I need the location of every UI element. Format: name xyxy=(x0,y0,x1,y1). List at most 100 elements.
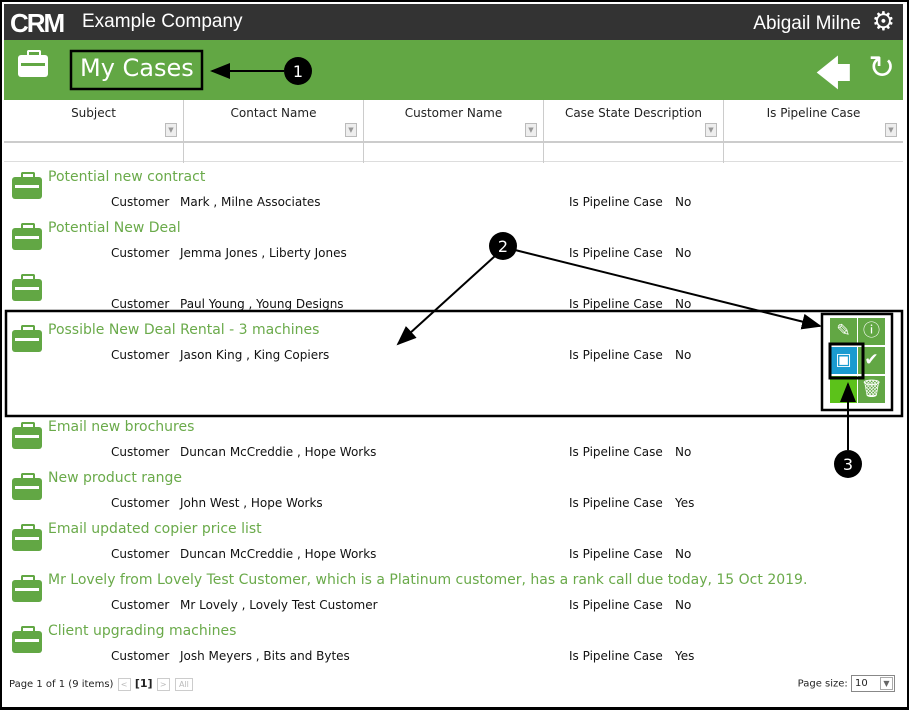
table-row[interactable]: Client upgrading machines Customer Josh … xyxy=(4,619,903,670)
pipeline-label: Is Pipeline Case xyxy=(569,297,663,311)
table-row[interactable]: Customer Paul Young , Young Designs Is P… xyxy=(4,267,903,318)
filter-icon[interactable]: ▼ xyxy=(525,123,537,137)
table-row[interactable]: Potential new contract Customer Mark , M… xyxy=(4,165,903,216)
pipeline-value: Yes xyxy=(675,649,695,663)
customer-value: Mark , Milne Associates xyxy=(180,195,321,209)
pipeline-value: No xyxy=(675,445,692,459)
customer-value: Duncan McCreddie , Hope Works xyxy=(180,445,377,459)
customer-label: Customer xyxy=(111,649,170,663)
customer-value: Duncan McCreddie , Hope Works xyxy=(180,547,377,561)
customer-label: Customer xyxy=(111,297,170,311)
table-row[interactable]: Potential New Deal Customer Jemma Jones … xyxy=(4,216,903,267)
pipeline-label: Is Pipeline Case xyxy=(569,195,663,209)
case-subject-link[interactable]: Potential new contract xyxy=(48,169,206,185)
customer-value: Josh Meyers , Bits and Bytes xyxy=(180,649,350,663)
trash-icon: 🗑 xyxy=(860,379,883,399)
customer-value: Jason King , King Copiers xyxy=(180,348,330,362)
pager-summary: Page 1 of 1 (9 items) xyxy=(9,679,114,690)
case-subject-link[interactable]: Possible New Deal Rental - 3 machines xyxy=(48,322,320,338)
info-action-button[interactable]: ⓘ xyxy=(858,318,885,345)
edit-action-button[interactable]: ✎ xyxy=(830,318,857,345)
filter-input[interactable] xyxy=(364,141,543,162)
column-header[interactable]: Subject ▼ xyxy=(4,100,184,163)
customer-value: Mr Lovely , Lovely Test Customer xyxy=(180,598,378,612)
pipeline-value: Yes xyxy=(675,496,695,510)
table-row[interactable]: Mr Lovely from Lovely Test Customer, whi… xyxy=(4,568,903,619)
filter-icon[interactable]: ▼ xyxy=(345,123,357,137)
page-size-label: Page size: xyxy=(797,678,848,690)
page-size: Page size: 10 ▼ xyxy=(798,675,895,692)
pipeline-value: No xyxy=(675,297,692,311)
table-row[interactable]: Email new brochures Customer Duncan McCr… xyxy=(4,415,903,466)
company-name: Example Company xyxy=(82,11,243,32)
pipeline-label: Is Pipeline Case xyxy=(569,547,663,561)
annotation-box-calendar xyxy=(828,342,865,380)
pipeline-value: No xyxy=(675,598,692,612)
annotation-label-3: 3 xyxy=(843,455,853,474)
table-row[interactable]: New product range Customer John West , H… xyxy=(4,466,903,517)
calendar-icon: ▣ xyxy=(835,350,852,370)
annotation-box-row xyxy=(4,309,904,418)
column-header[interactable]: Customer Name ▼ xyxy=(364,100,544,163)
crm-logo: CRM xyxy=(10,8,65,38)
column-header[interactable]: Contact Name ▼ xyxy=(184,100,364,163)
current-page[interactable]: [1] xyxy=(134,677,153,690)
arrow-left-icon[interactable]: 🡄 xyxy=(815,54,851,94)
chevron-down-icon: ▼ xyxy=(880,677,893,690)
case-subject-link[interactable]: Potential New Deal xyxy=(48,220,181,236)
filter-input[interactable] xyxy=(544,141,723,162)
user-name[interactable]: Abigail Milne xyxy=(753,13,861,34)
column-header[interactable]: Is Pipeline Case ▼ xyxy=(724,100,903,163)
customer-label: Customer xyxy=(111,598,170,612)
briefcase-icon xyxy=(12,626,42,653)
filter-icon[interactable]: ▼ xyxy=(705,123,717,137)
info-icon: ⓘ xyxy=(863,321,880,341)
next-page-button[interactable]: > xyxy=(156,677,170,691)
case-subject-link[interactable]: Mr Lovely from Lovely Test Customer, whi… xyxy=(48,572,808,588)
annotation-marker-3 xyxy=(834,450,862,478)
column-label: Customer Name xyxy=(404,106,503,120)
pager: Page 1 of 1 (9 items) < [1] > All xyxy=(9,677,194,691)
filter-icon[interactable]: ▼ xyxy=(165,123,177,137)
column-label: Is Pipeline Case xyxy=(766,106,861,120)
pipeline-label: Is Pipeline Case xyxy=(569,598,663,612)
customer-label: Customer xyxy=(111,246,170,260)
briefcase-icon xyxy=(12,524,42,551)
filter-input[interactable] xyxy=(184,141,363,162)
pipeline-label: Is Pipeline Case xyxy=(569,649,663,663)
pipeline-label: Is Pipeline Case xyxy=(569,445,663,459)
column-label: Contact Name xyxy=(230,106,317,120)
case-subject-link[interactable]: Email updated copier price list xyxy=(48,521,262,537)
customer-value: Jemma Jones , Liberty Jones xyxy=(180,246,347,260)
all-pages-button[interactable]: All xyxy=(174,677,193,691)
case-subject-link[interactable]: Client upgrading machines xyxy=(48,623,237,639)
customer-label: Customer xyxy=(111,547,170,561)
calendar-action-button[interactable]: ▣ xyxy=(830,347,857,374)
briefcase-icon xyxy=(12,422,42,449)
check-icon: ✔ xyxy=(864,350,879,370)
briefcase-icon xyxy=(12,473,42,500)
top-bar: CRM Example Company Abigail Milne ⚙ xyxy=(4,4,903,40)
filter-input[interactable] xyxy=(724,141,903,162)
annotation-box-title xyxy=(69,49,204,91)
gear-icon[interactable]: ⚙ xyxy=(871,7,895,37)
briefcase-icon xyxy=(12,223,42,250)
page-size-select[interactable]: 10 ▼ xyxy=(851,675,895,692)
annotation-marker-2 xyxy=(489,232,517,260)
column-label: Subject xyxy=(71,106,116,120)
pencil-icon: ✎ xyxy=(836,321,851,341)
filter-icon[interactable]: ▼ xyxy=(885,123,897,137)
column-label: Case State Description xyxy=(564,106,703,120)
customer-label: Customer xyxy=(111,195,170,209)
case-subject-link[interactable]: New product range xyxy=(48,470,182,486)
prev-page-button[interactable]: < xyxy=(117,677,131,691)
table-row[interactable]: Possible New Deal Rental - 3 machines Cu… xyxy=(4,318,903,415)
table-row[interactable]: Email updated copier price list Customer… xyxy=(4,517,903,568)
customer-value: John West , Hope Works xyxy=(180,496,323,510)
refresh-icon[interactable]: ↻ xyxy=(868,48,895,86)
column-header[interactable]: Case State Description ▼ xyxy=(544,100,724,163)
filter-input[interactable] xyxy=(4,141,183,162)
pipeline-label: Is Pipeline Case xyxy=(569,496,663,510)
case-subject-link[interactable]: Email new brochures xyxy=(48,419,195,435)
delete-action-button[interactable]: 🗑 xyxy=(858,376,885,403)
